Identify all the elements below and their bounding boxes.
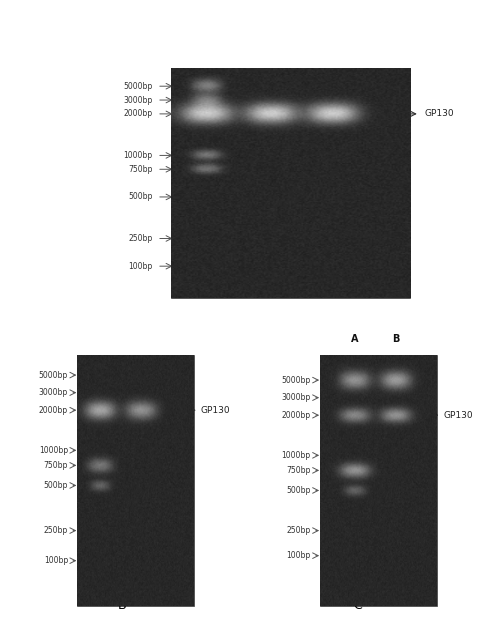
Text: 250bp: 250bp — [287, 526, 311, 535]
Text: 2000bp: 2000bp — [282, 411, 311, 420]
Text: 5000bp: 5000bp — [282, 376, 311, 384]
Text: 1000bp: 1000bp — [282, 451, 311, 460]
Text: 3000bp: 3000bp — [282, 393, 311, 402]
Text: GP130: GP130 — [444, 411, 473, 420]
Text: 100bp: 100bp — [44, 556, 68, 565]
Text: 100bp: 100bp — [287, 551, 311, 560]
Text: 750bp: 750bp — [44, 461, 68, 470]
Text: 750bp: 750bp — [287, 466, 311, 475]
Text: 250bp: 250bp — [44, 526, 68, 535]
Text: 1000bp: 1000bp — [39, 446, 68, 455]
Text: A: A — [351, 334, 359, 344]
Bar — [77, 355, 194, 606]
Text: B: B — [392, 334, 399, 344]
Text: 500bp: 500bp — [44, 481, 68, 490]
Bar — [320, 355, 437, 606]
Text: 5000bp: 5000bp — [39, 371, 68, 379]
Text: 500bp: 500bp — [287, 486, 311, 495]
Text: GP130: GP130 — [201, 406, 230, 415]
Text: A: A — [236, 288, 244, 301]
Text: 2000bp: 2000bp — [39, 406, 68, 415]
Text: 3000bp: 3000bp — [39, 388, 68, 397]
Text: B: B — [118, 598, 126, 612]
Text: C: C — [354, 598, 362, 612]
